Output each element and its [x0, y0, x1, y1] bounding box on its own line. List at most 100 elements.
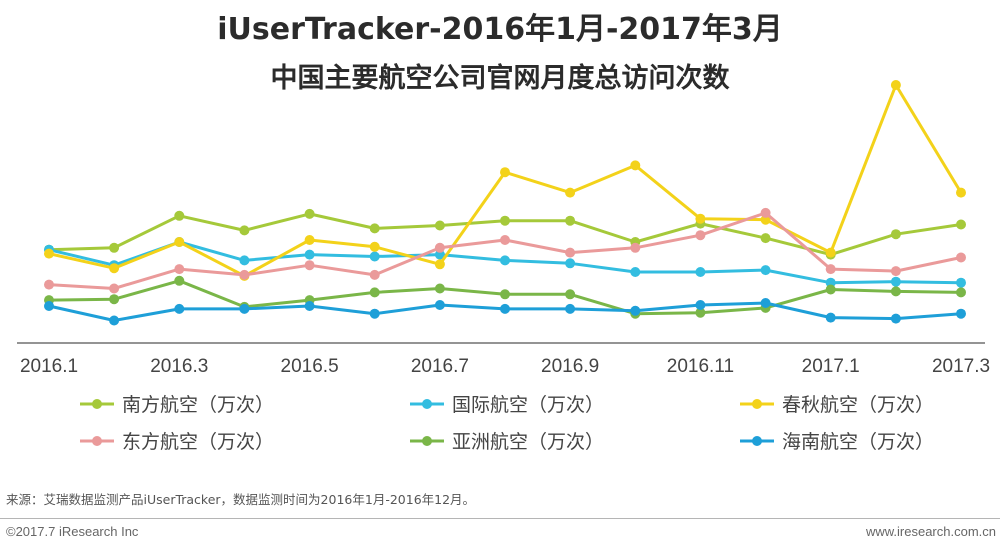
data-point [825, 264, 836, 275]
data-point [434, 242, 445, 253]
data-point [695, 267, 706, 277]
legend-label: 春秋航空（万次） [782, 394, 934, 416]
data-point [434, 283, 445, 294]
data-point [434, 300, 445, 310]
data-point [956, 308, 966, 319]
x-tick-label: 2016.5 [281, 356, 339, 377]
x-tick-label: 2016.7 [411, 356, 469, 377]
series-line [48, 83, 963, 278]
data-point [890, 276, 901, 287]
legend-swatch-marker [422, 436, 432, 446]
x-tick-label: 2017.3 [932, 356, 990, 377]
data-point [174, 210, 185, 221]
data-point [760, 233, 771, 244]
data-point [956, 187, 966, 198]
data-point [695, 307, 706, 318]
data-point [695, 213, 706, 224]
legend-item: 春秋航空（万次） [740, 394, 934, 416]
data-point [760, 265, 771, 276]
footer-website[interactable]: www.iresearch.com.cn [865, 524, 996, 539]
data-point [565, 215, 576, 226]
data-point [890, 80, 901, 90]
data-point [956, 252, 966, 263]
x-tick-label: 2016.3 [150, 356, 208, 377]
data-point [174, 303, 185, 314]
data-point [174, 237, 185, 247]
legend-label: 东方航空（万次） [122, 431, 274, 453]
data-point [369, 241, 380, 252]
legend: 南方航空（万次） 国际航空（万次） 春秋航空（万次） 东方航空（万次） 亚洲航空（万次）… [80, 394, 934, 453]
data-point [44, 301, 54, 311]
data-point [434, 220, 445, 231]
data-point [825, 284, 836, 295]
data-point [630, 305, 641, 316]
source-note: 来源：艾瑞数据监测产品iUserTracker，数据监测时间为2016年1月-2… [6, 492, 476, 507]
data-point [565, 303, 576, 314]
data-point [369, 223, 380, 234]
legend-item: 国际航空（万次） [410, 394, 604, 416]
data-point [500, 235, 510, 245]
data-point [565, 247, 576, 258]
legend-label: 国际航空（万次） [452, 394, 604, 416]
data-point [630, 242, 641, 253]
data-point [109, 315, 120, 326]
data-point [44, 279, 54, 290]
x-tick-labels: 2016.1 2016.3 2016.5 2016.7 2016.9 2016.11 201… [20, 356, 990, 377]
data-point [239, 255, 250, 266]
data-point [890, 286, 901, 297]
footer-divider [0, 518, 1000, 519]
data-point [239, 225, 250, 236]
series-3 [44, 80, 966, 281]
legend-swatch-marker [422, 399, 432, 409]
data-point [695, 300, 706, 310]
data-point [630, 160, 641, 171]
data-point [760, 298, 771, 308]
legend-item: 海南航空（万次） [740, 431, 934, 453]
data-point [109, 294, 120, 305]
series-6 [44, 298, 966, 326]
data-point [369, 308, 380, 319]
data-point [760, 207, 771, 218]
data-point [239, 303, 250, 314]
legend-swatch-marker [92, 399, 102, 409]
data-point [44, 248, 54, 259]
data-point [956, 219, 966, 230]
series-4 [44, 207, 966, 294]
data-point [565, 187, 576, 198]
data-point [500, 167, 510, 178]
data-point [304, 235, 315, 245]
legend-label: 南方航空（万次） [122, 394, 274, 416]
data-point [369, 287, 380, 298]
data-point [565, 258, 576, 269]
data-point [239, 269, 250, 280]
line-chart: 2016.1 2016.3 2016.5 2016.7 2016.9 2016.11 201… [17, 80, 990, 453]
data-point [434, 259, 445, 270]
data-point [174, 275, 185, 286]
legend-label: 亚洲航空（万次） [452, 431, 604, 453]
legend-swatch-marker [752, 399, 762, 409]
legend-swatch-marker [752, 436, 762, 446]
data-point [890, 266, 901, 277]
x-tick-label: 2016.11 [667, 356, 734, 377]
data-point [369, 269, 380, 280]
footer-copyright: ©2017.7 iResearch Inc [6, 524, 139, 539]
data-point [825, 247, 836, 258]
legend-label: 海南航空（万次） [782, 431, 934, 453]
data-point [304, 208, 315, 219]
data-point [565, 289, 576, 300]
legend-item: 东方航空（万次） [80, 431, 274, 453]
legend-swatch-marker [92, 436, 102, 446]
data-point [890, 229, 901, 240]
data-point [890, 313, 901, 324]
data-point [109, 283, 120, 294]
data-point [500, 215, 510, 226]
legend-item: 南方航空（万次） [80, 394, 274, 416]
data-point [304, 260, 315, 271]
data-point [956, 287, 966, 298]
x-tick-label: 2016.9 [541, 356, 599, 377]
data-point [630, 267, 641, 277]
data-point [109, 263, 120, 274]
data-point [304, 249, 315, 260]
chart-title-line1: iUserTracker-2016年1月-2017年3月 [217, 12, 783, 47]
data-point [956, 277, 966, 288]
